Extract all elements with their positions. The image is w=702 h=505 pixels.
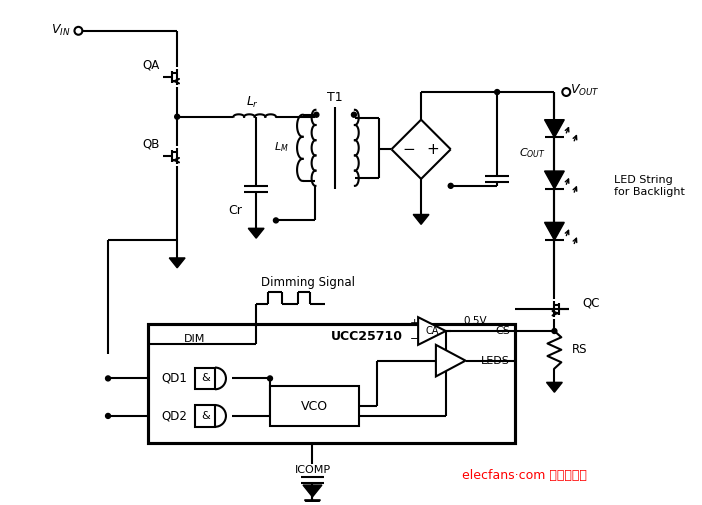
- Text: QD2: QD2: [161, 410, 187, 423]
- Text: UCC25710: UCC25710: [331, 330, 403, 343]
- Circle shape: [495, 89, 500, 94]
- Polygon shape: [305, 500, 320, 505]
- Text: elecfans·com 电子发烧友: elecfans·com 电子发烧友: [463, 469, 587, 482]
- Polygon shape: [249, 228, 264, 238]
- Text: ICOMP: ICOMP: [294, 465, 331, 475]
- Circle shape: [105, 414, 110, 419]
- FancyBboxPatch shape: [195, 405, 215, 427]
- Polygon shape: [303, 485, 322, 497]
- Text: $C_{OUT}$: $C_{OUT}$: [519, 146, 545, 160]
- Polygon shape: [436, 345, 465, 376]
- Text: &: &: [201, 411, 210, 421]
- Circle shape: [105, 376, 110, 381]
- Text: CA: CA: [425, 326, 439, 336]
- Text: Cr: Cr: [228, 204, 242, 217]
- Text: QB: QB: [142, 138, 159, 151]
- Polygon shape: [545, 171, 564, 189]
- Circle shape: [274, 218, 279, 223]
- Text: −: −: [403, 142, 416, 157]
- Text: QC: QC: [582, 297, 600, 310]
- Text: $V_{IN}$: $V_{IN}$: [51, 23, 70, 38]
- Text: RS: RS: [572, 343, 588, 356]
- Text: +: +: [409, 318, 419, 328]
- Polygon shape: [546, 382, 562, 392]
- Text: QA: QA: [142, 59, 159, 72]
- Circle shape: [449, 183, 453, 188]
- Text: CS: CS: [495, 326, 510, 336]
- Text: LED String
for Backlight: LED String for Backlight: [614, 175, 684, 196]
- Polygon shape: [545, 120, 564, 137]
- Text: $L_M$: $L_M$: [274, 140, 289, 154]
- Bar: [147, 324, 515, 442]
- Circle shape: [552, 329, 557, 333]
- Polygon shape: [545, 222, 564, 240]
- Text: DIM: DIM: [184, 334, 206, 344]
- Bar: [270, 386, 359, 426]
- Circle shape: [267, 376, 272, 381]
- Text: $L_r$: $L_r$: [246, 95, 259, 111]
- Text: −: −: [409, 334, 419, 344]
- Circle shape: [175, 114, 180, 119]
- Text: Dimming Signal: Dimming Signal: [260, 276, 355, 289]
- Polygon shape: [413, 215, 429, 224]
- Text: VCO: VCO: [301, 399, 328, 413]
- Polygon shape: [169, 258, 185, 268]
- Text: T1: T1: [327, 91, 343, 105]
- Polygon shape: [418, 317, 446, 345]
- Text: +: +: [427, 142, 439, 157]
- Text: $V_{OUT}$: $V_{OUT}$: [570, 82, 600, 97]
- Circle shape: [314, 112, 319, 117]
- Text: &: &: [201, 373, 210, 383]
- Circle shape: [352, 112, 357, 117]
- Text: 0.5V: 0.5V: [463, 316, 487, 326]
- Text: LEDS: LEDS: [481, 356, 510, 366]
- Text: QD1: QD1: [161, 372, 187, 385]
- FancyBboxPatch shape: [195, 368, 215, 389]
